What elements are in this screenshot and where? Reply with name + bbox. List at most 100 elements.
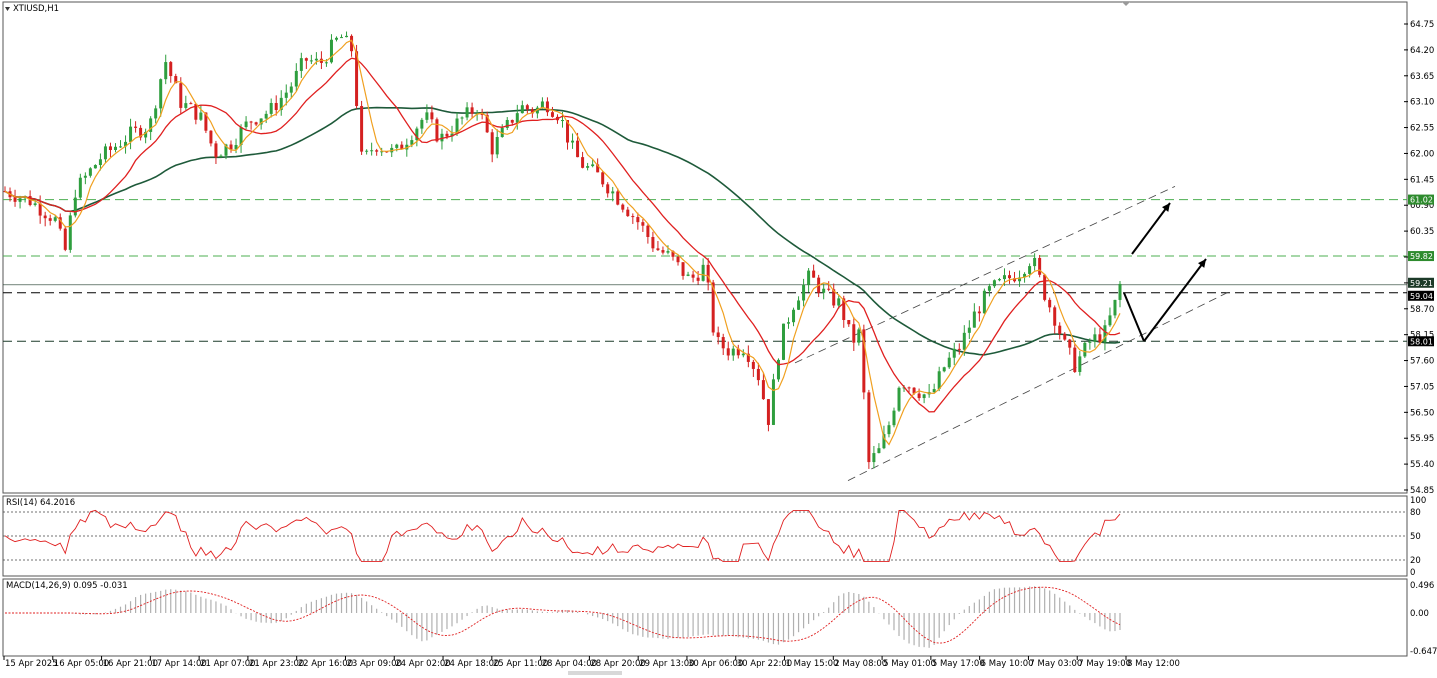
time-axis-label: 28 Apr 20:00 [590,659,645,669]
candle-body [239,127,243,146]
candle-body [812,270,816,278]
level-tag-label: 61.02 [1410,196,1433,205]
time-axis-label: 28 Apr 04:00 [542,659,597,669]
candle-body [48,218,52,221]
arrow-head-icon [1197,259,1206,268]
candle-body [977,311,981,314]
candle-body [319,58,323,63]
candle-body [892,410,896,426]
candle-body [1073,347,1077,372]
macd-indicator: 0.496 0.00 -0.647 [5,581,1437,657]
candle-body [1048,299,1052,308]
main-price-panel[interactable] [2,1,1408,494]
horizontal-levels[interactable] [3,199,1407,342]
candle-body [992,280,996,287]
candle-body [380,151,384,153]
candle-body [219,155,223,158]
candle-body [606,184,610,194]
candle-body [314,58,318,61]
candle-body [641,222,645,226]
candle-body [932,389,936,393]
candle-body [1088,341,1092,343]
candle-body [510,119,514,123]
rsi-header: RSI(14) 64.2016 [6,498,75,508]
candle-body [887,425,891,435]
candle-body [490,132,494,155]
rsi-indicator: 100 80 50 20 0 [3,496,1426,578]
candle-body [701,264,705,281]
candle-body [1043,274,1047,300]
candle-body [1028,266,1032,274]
time-axis-label: 1 May 15:00 [786,659,839,669]
candle-body [284,92,288,98]
forecast-arrow-line[interactable] [1131,202,1171,255]
candle-body [586,166,590,168]
candle-body [1023,273,1027,278]
candle-body [601,172,605,185]
candle-body [907,387,911,389]
candle-body [1008,275,1012,279]
candle-body [922,394,926,399]
candle-body [445,133,449,137]
candle-body [103,146,107,160]
candle-body [525,105,529,110]
time-axis-label: 29 Apr 13:00 [639,659,694,669]
moving-average-mid [4,57,1121,413]
candle-body [259,118,263,125]
candle-body [877,448,881,454]
price-axis-label: 64.20 [1410,46,1434,56]
level-price-tag: 59.21 [1408,277,1434,288]
forecast-arrow-line[interactable] [1143,258,1207,342]
candle-body [53,217,57,221]
candle-body [867,392,871,463]
candle-body [1078,356,1082,372]
candle-body [430,112,434,120]
candle-body [214,143,218,158]
forecast-drop-line[interactable] [1123,292,1145,342]
price-axis-label: 58.70 [1410,305,1434,315]
time-axis-label: 7 May 03:00 [1029,659,1082,669]
time-axis-label: 5 May 01:00 [883,659,936,669]
candle-body [515,113,519,123]
candle-body [470,107,474,114]
rsi-title: RSI(14) 64.2016 [6,498,75,508]
candle-body [495,137,499,155]
macd-panel[interactable] [2,578,1408,657]
candle-body [756,368,760,381]
time-axis-label: 15 Apr 2025 [5,659,58,669]
candle-body [505,119,509,128]
candle-body [987,286,991,291]
channel-line[interactable] [847,291,1229,481]
horizontal-scrollbar-thumb[interactable] [568,671,622,675]
candle-body [274,102,278,111]
candle-body [400,144,404,150]
candle-body [550,112,554,117]
forecast-arrows[interactable] [1123,202,1207,342]
candle-body [736,348,740,356]
candle-body [18,198,22,202]
candle-body [807,270,811,285]
candle-body [972,311,976,328]
candle-body [545,101,549,113]
candle-body [184,103,188,108]
candle-body [1103,325,1107,343]
rsi-axis-label: 80 [1410,508,1421,518]
candle-body [952,348,956,358]
candle-body [942,367,946,372]
price-axis-label: 57.05 [1410,382,1434,392]
candle-body [1063,333,1067,340]
candle-body [626,209,630,217]
moving-average-fast [4,39,1121,446]
price-axis-label: 55.95 [1410,434,1434,444]
triangle-down-icon[interactable] [5,7,10,11]
candle-body [852,324,856,343]
candle-body [480,113,484,115]
candle-body [425,112,429,120]
rsi-axis-label: 20 [1410,556,1421,566]
level-price-tags: 61.02 59.82 59.21 59.04 58.01 [1408,194,1434,347]
scroll-marker-icon[interactable] [1122,2,1130,6]
candle-body [224,144,228,156]
time-axis-label: 23 Apr 09:00 [346,659,401,669]
